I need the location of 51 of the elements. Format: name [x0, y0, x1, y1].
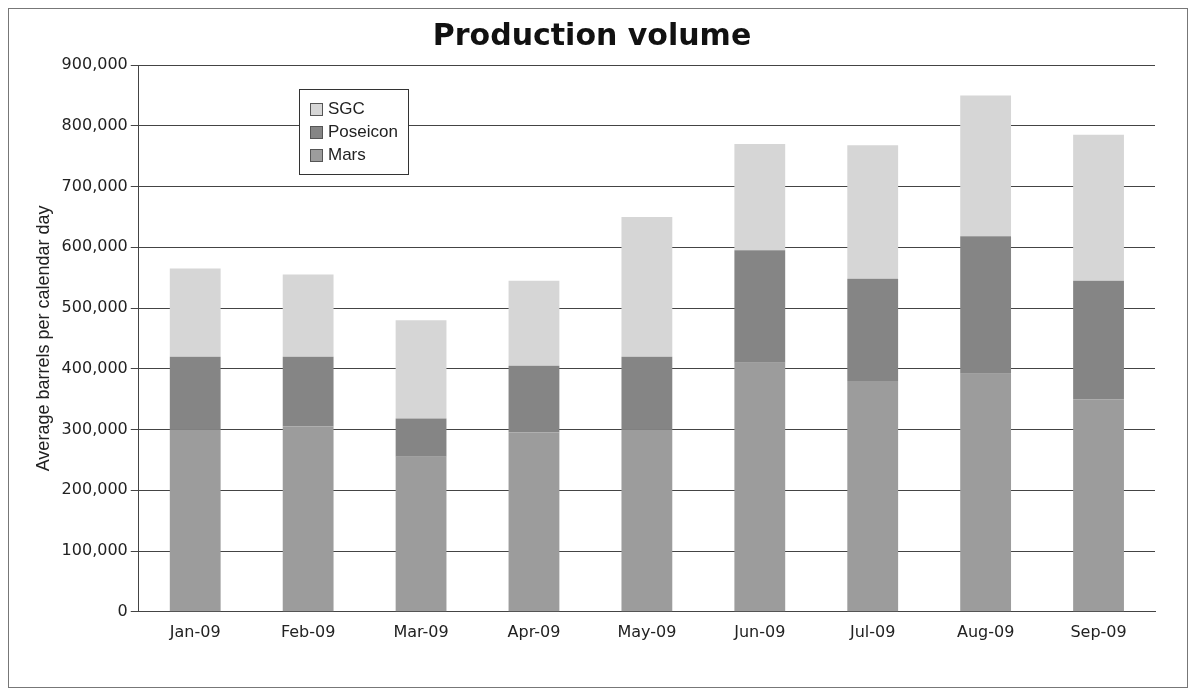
bar — [395, 418, 447, 457]
y-tick-label: 100,000 — [61, 540, 128, 560]
bar — [960, 373, 1012, 612]
bar — [282, 274, 334, 357]
bar — [169, 268, 221, 357]
x-tick-label: Jun-09 — [733, 621, 786, 641]
y-tick-label: 0 — [117, 600, 128, 620]
bar — [621, 216, 673, 357]
bar — [847, 278, 899, 381]
bar — [1073, 134, 1124, 281]
y-tick-label: 200,000 — [61, 479, 128, 499]
y-tick-label: 600,000 — [61, 236, 128, 256]
bar — [282, 426, 334, 612]
chart-title: Production volume — [432, 16, 752, 52]
bar — [1073, 280, 1124, 400]
y-tick-label: 500,000 — [61, 297, 128, 317]
y-tick-label: 900,000 — [61, 54, 128, 74]
y-tick-label: 400,000 — [61, 357, 128, 377]
y-tick-label: 300,000 — [61, 418, 128, 438]
bar — [960, 95, 1012, 237]
y-tick-label: 800,000 — [61, 114, 128, 134]
bar — [282, 356, 334, 427]
bar — [169, 429, 221, 612]
bar — [734, 250, 786, 363]
x-tick-label: Mar-09 — [393, 621, 449, 641]
legend-label: SGC — [328, 99, 365, 119]
bar — [395, 456, 447, 612]
bar — [734, 143, 786, 251]
bar — [169, 356, 221, 430]
x-tick-label: May-09 — [617, 621, 677, 641]
bar — [508, 432, 560, 612]
bar — [395, 320, 447, 419]
bar — [621, 356, 673, 430]
x-tick-label: Jul-09 — [848, 621, 896, 641]
x-tick-label: Aug-09 — [956, 621, 1015, 641]
bar — [1073, 399, 1124, 612]
bar — [847, 145, 899, 279]
y-axis-title: Average barrels per calendar day — [32, 205, 53, 472]
y-tick-label: 700,000 — [61, 175, 128, 195]
bar — [960, 236, 1012, 374]
x-tick-label: Feb-09 — [280, 621, 336, 641]
x-tick-label: Sep-09 — [1070, 621, 1127, 641]
bar — [508, 365, 560, 433]
legend-label: Poseicon — [328, 122, 398, 142]
legend-label: Mars — [328, 145, 366, 165]
x-tick-label: Jan-09 — [168, 621, 221, 641]
bar — [734, 362, 786, 612]
bar — [508, 280, 560, 366]
bar — [621, 429, 673, 612]
x-tick-label: Apr-09 — [507, 621, 561, 641]
bar — [847, 380, 899, 612]
